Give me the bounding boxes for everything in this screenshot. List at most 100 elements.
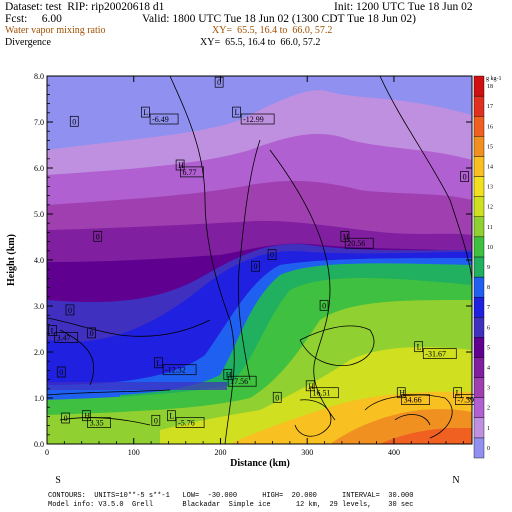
contour-label-box — [460, 171, 469, 182]
contour-label-box — [82, 410, 91, 422]
contour-label-box — [48, 325, 57, 336]
contour-label-box — [151, 414, 161, 426]
x-tick-label: 300 — [301, 448, 313, 457]
colorbar-swatch — [473, 136, 485, 157]
contour-label-box — [141, 106, 150, 118]
contour-label-text: L — [51, 327, 56, 336]
contour-label-box — [167, 410, 176, 422]
colorbar-swatch — [473, 256, 485, 278]
colorbar-tick-label: 11 — [487, 225, 493, 231]
contour-label-box — [232, 106, 241, 118]
x-tick-label: 400 — [388, 448, 400, 457]
colorbar-tick-label: 14 — [487, 164, 493, 170]
contour-label-text: L — [234, 108, 239, 117]
contour-label-box — [175, 417, 205, 428]
contour-label-text: 0 — [72, 117, 76, 126]
contour-label: 0 — [151, 414, 161, 426]
contour-label: L — [141, 106, 150, 118]
contour-label: 0 — [214, 76, 224, 88]
contour-label: -31.67 — [422, 348, 457, 359]
contour-label-box — [401, 394, 430, 405]
contour-label-text: 0 — [275, 393, 279, 402]
colorbar-tick-label: 15 — [487, 144, 493, 150]
contour-label: 0 — [319, 299, 329, 311]
moisture-field — [47, 76, 472, 444]
contour-label-text: 0 — [68, 306, 72, 315]
contour-label-box — [65, 304, 75, 316]
y-tick-label: 2.0 — [34, 348, 44, 357]
colorbar-swatch — [473, 196, 485, 217]
contour-label-text: -7.39 — [457, 396, 474, 405]
contour-label-box — [272, 391, 282, 403]
colorbar-tick-label: 10 — [487, 245, 493, 251]
contour-label: H — [82, 410, 91, 422]
y-tick-label: 6.0 — [34, 164, 44, 173]
contour-label-text: H — [84, 412, 90, 421]
colorbar-tick-label: 6 — [487, 325, 490, 331]
colorbar-swatch — [473, 156, 485, 177]
contour-label-box — [162, 364, 197, 376]
colorbar-swatch — [473, 176, 485, 197]
colorbar-tick-label: 5 — [487, 345, 490, 351]
contour-label-box — [453, 387, 463, 399]
contour-label-box — [154, 357, 163, 369]
contour-label-text: 0 — [217, 78, 221, 87]
contour-label-text: 0 — [64, 414, 68, 423]
contour-label-text: 3.47 — [57, 334, 71, 343]
contour-label: 20.56 — [344, 237, 374, 249]
contour-label-text: L — [169, 412, 174, 421]
contour-label: 0 — [87, 327, 96, 339]
contour-label-text: H — [399, 389, 405, 398]
init-label: Init: 1200 UTC Tue 18 Jun 02 — [334, 1, 473, 13]
contour-label-box — [149, 113, 179, 125]
colorbar-tick-label: 13 — [487, 185, 493, 191]
contour-label-box — [319, 299, 329, 311]
contour-label: 0 — [251, 260, 260, 272]
contour-label: 0 — [69, 115, 79, 127]
contour-label-box — [214, 76, 224, 88]
colorbar-swatch — [473, 337, 485, 358]
contour-label-text: 0 — [322, 301, 326, 310]
y-tick-label: 5.0 — [34, 210, 44, 219]
contour-label-text: H — [308, 382, 314, 391]
contour-label: L — [167, 410, 176, 422]
dataset-label: Dataset: test RIP: rip20020618 d1 — [5, 1, 165, 13]
x-axis-ticks: 0 100 200 300 400 — [45, 76, 464, 457]
y-tick-label: 4.0 — [34, 256, 44, 265]
contour-label-text: 0 — [90, 329, 94, 338]
contour-label: 0 — [56, 366, 66, 378]
field1-xy: XY= 65.5, 16.4 to 66.0, 57.2 — [212, 25, 333, 36]
colorbar-swatch — [473, 216, 485, 238]
contour-label-text: L — [456, 389, 461, 398]
contour-label-text: 0 — [96, 232, 100, 241]
divergence-contours — [46, 75, 473, 445]
contour-label: L — [232, 106, 241, 118]
contour-label-box — [251, 260, 260, 272]
contour-label-text: H — [343, 232, 349, 241]
colorbar-swatch — [473, 116, 485, 137]
colorbar-tick-label: 12 — [487, 205, 493, 211]
colorbar-swatch — [473, 377, 485, 398]
fcst-label: Fcst: 6.00 — [5, 13, 62, 25]
x-tick-label: 100 — [128, 448, 140, 457]
colorbar-tick-label: 3 — [487, 386, 490, 392]
field1-name: Water vapor mixing ratio — [5, 25, 106, 36]
contour-label-text: -31.67 — [425, 350, 446, 359]
contour-label-text: -12.32 — [165, 366, 186, 375]
y-tick-label: 0.0 — [34, 440, 44, 449]
contour-label-text: 3.35 — [90, 419, 104, 428]
colorbar-swatch — [473, 236, 485, 258]
contour-label: 16.51 — [310, 387, 339, 399]
contour-label: 0 — [93, 230, 103, 242]
x-tick-label: 0 — [45, 448, 49, 457]
field2-xy: XY= 65.5, 16.4 to 66.0, 57.2 — [200, 37, 321, 48]
contour-label: L — [154, 357, 163, 369]
contour-label-text: L — [417, 343, 422, 352]
contour-label-text: L — [156, 359, 161, 368]
y-tick-label: 1.0 — [34, 394, 44, 403]
contour-label-box — [240, 113, 275, 125]
colorbar-tick-label: 0 — [487, 446, 490, 452]
